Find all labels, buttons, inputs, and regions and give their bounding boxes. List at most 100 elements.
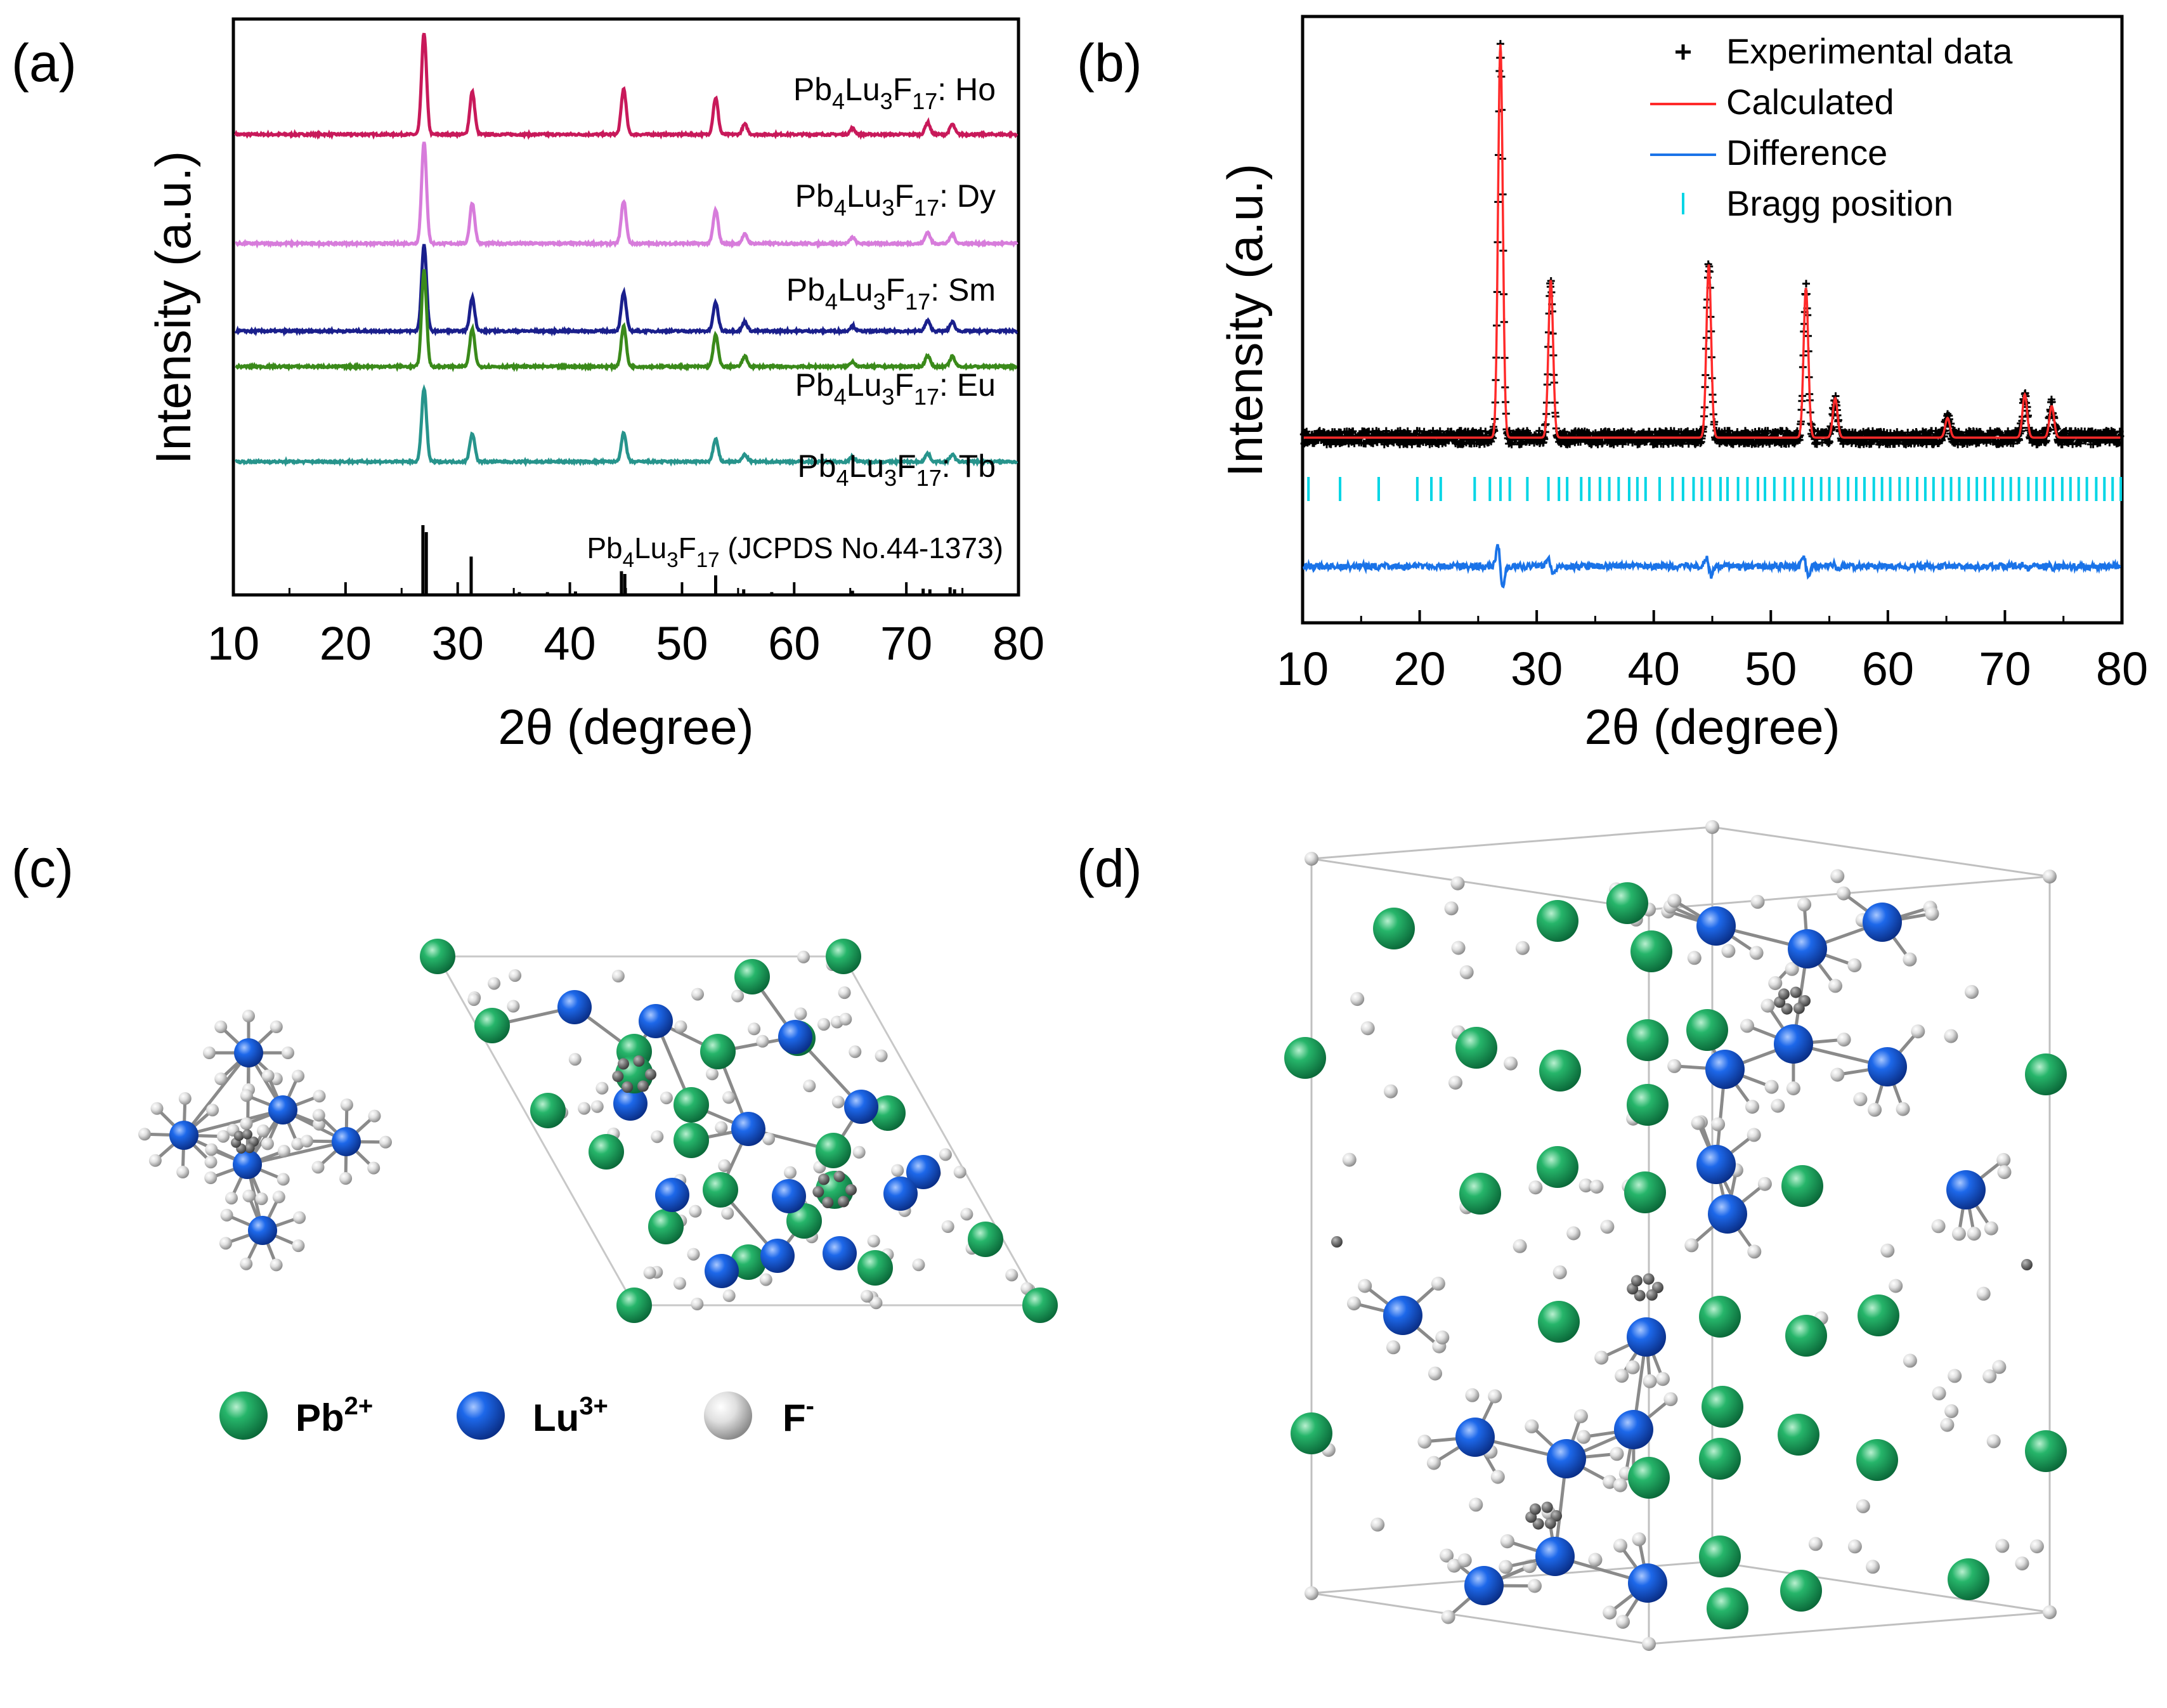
panel-a-ylabel: Intensity (a.u.) — [145, 151, 201, 464]
difference-curve — [1304, 544, 2121, 587]
fluoride-ion — [509, 969, 521, 982]
lead-ion — [1785, 1315, 1827, 1357]
cell-edge — [1712, 827, 2050, 877]
curve-label-ho: Pb4Lu3F17: Ho — [793, 72, 996, 114]
fluoride-ion — [1747, 1244, 1761, 1258]
pb-legend-sphere — [219, 1392, 268, 1440]
fluoride-ion — [225, 1192, 238, 1204]
lutetium-ion — [731, 1112, 765, 1146]
lutetium-ion — [1774, 1024, 1813, 1064]
fluoride-ion — [2043, 1605, 2057, 1619]
curve-label-ho-s2: 3 — [880, 88, 893, 114]
lead-ion — [968, 1222, 1003, 1257]
lead-ion — [1627, 1019, 1669, 1061]
fluoride-ion — [1488, 1390, 1502, 1404]
fluoride-ion — [240, 1258, 252, 1270]
fluoride-ion — [1965, 985, 1979, 999]
fluoride-ion — [217, 1130, 230, 1143]
fluoride-ion — [1386, 1340, 1400, 1354]
x-tick-label: 20 — [320, 617, 372, 670]
lead-ion — [589, 1134, 624, 1170]
interstitial-fluoride — [621, 1081, 633, 1093]
interstitial-fluoride — [1542, 1502, 1553, 1513]
fluoride-ion — [1516, 941, 1530, 955]
f-legend-label: F — [783, 1397, 806, 1439]
fluoride-ion — [839, 1013, 852, 1026]
fluoride-ion — [179, 1092, 192, 1105]
fluoride-ion — [2030, 1539, 2044, 1553]
lead-ion — [2025, 1430, 2067, 1472]
fluoride-ion — [242, 1190, 255, 1203]
lead-ion — [1284, 1037, 1326, 1079]
fluoride-ion — [731, 989, 744, 1002]
fluoride-ion — [651, 1130, 663, 1143]
curve-label-dy: Pb4Lu3F17: Dy — [795, 178, 996, 221]
fluoride-ion — [1932, 1386, 1946, 1400]
fluoride-ion — [1513, 1239, 1527, 1253]
lead-ion — [2025, 1053, 2067, 1095]
curve-label-eu-s2: 3 — [882, 384, 894, 410]
fluoride-ion — [1358, 1279, 1372, 1293]
fluoride-ion — [1837, 887, 1851, 901]
fluoride-ion — [1786, 1081, 1800, 1095]
fluoride-ion — [689, 1205, 701, 1218]
lutetium-ion — [1708, 1194, 1747, 1234]
unit-cell-3d-view — [1284, 869, 2067, 1629]
lead-ion — [1291, 1412, 1332, 1454]
fluoride-ion — [1566, 1227, 1580, 1241]
fluoride-ion — [748, 1022, 760, 1035]
curve-label-ho-label_suffix: : Ho — [937, 72, 996, 107]
unit-cell-top-view — [420, 939, 1058, 1323]
curve-label-eu-label_suffix: : Eu — [939, 367, 996, 403]
legend-label: Calculated — [1726, 82, 1894, 122]
fluoride-ion — [838, 986, 851, 999]
fluoride-ion — [1848, 1539, 1862, 1553]
lead-ion — [1858, 1294, 1899, 1336]
lutetium-ion — [760, 1239, 795, 1273]
reference-label-s3: 17 — [696, 549, 720, 572]
lutetium-ion — [1627, 1317, 1666, 1357]
lutetium-ion — [332, 1127, 361, 1156]
fluoride-ion — [1632, 1532, 1646, 1546]
curve-label-eu: Pb4Lu3F17: Eu — [795, 367, 996, 410]
lead-ion — [1627, 1084, 1669, 1126]
interstitial-fluoride — [1643, 1274, 1655, 1285]
pb-legend-label: Pb — [296, 1397, 344, 1439]
lutetium-ion — [268, 1095, 297, 1125]
lutetium-ion — [1455, 1418, 1495, 1457]
fluoride-ion — [1684, 1238, 1698, 1252]
fluoride-ion — [1499, 1560, 1513, 1574]
fluoride-ion — [1998, 1165, 2012, 1179]
lead-ion — [1781, 1165, 1823, 1207]
lutetium-ion — [823, 1236, 857, 1270]
fluoride-ion — [721, 1207, 734, 1220]
lutetium-ion — [1868, 1047, 1907, 1086]
interstitial-fluoride — [2021, 1259, 2033, 1270]
interstitial-fluoride — [838, 1196, 849, 1208]
fluoride-ion — [797, 951, 810, 963]
fluoride-ion — [1768, 976, 1782, 990]
x-tick-label: 80 — [2096, 642, 2148, 695]
lu-legend-label: Lu — [533, 1397, 579, 1439]
lutetium-ion — [234, 1038, 263, 1067]
fluoride-ion — [1427, 1456, 1441, 1470]
unit-cell-box — [1305, 820, 2057, 1651]
structure-legend: Pb2+ Lu3+ F- — [219, 1392, 814, 1440]
interstitial-fluoride — [645, 1069, 656, 1080]
lead-ion — [1686, 1009, 1728, 1051]
x-tick-label: 30 — [1511, 642, 1563, 695]
fluoride-ion — [256, 1192, 268, 1205]
curve-label-sm-label_main: Pb — [786, 272, 825, 308]
fluoride-ion — [1995, 1539, 2009, 1553]
curve-label-tb-label_suffix: : Tb — [942, 448, 996, 484]
fluoride-ion — [1305, 1586, 1318, 1600]
fluoride-ion — [1809, 1537, 1823, 1551]
fluoride-ion — [1765, 1080, 1779, 1094]
fluoride-ion — [1721, 944, 1735, 958]
fluoride-ion — [242, 1010, 255, 1022]
fluoride-ion — [1830, 869, 1844, 883]
fluoride-ion — [312, 1161, 325, 1173]
curve-label-eu-m2: F — [894, 367, 914, 403]
fluoride-ion — [292, 1070, 304, 1083]
fluoride-ion — [1594, 1351, 1608, 1365]
